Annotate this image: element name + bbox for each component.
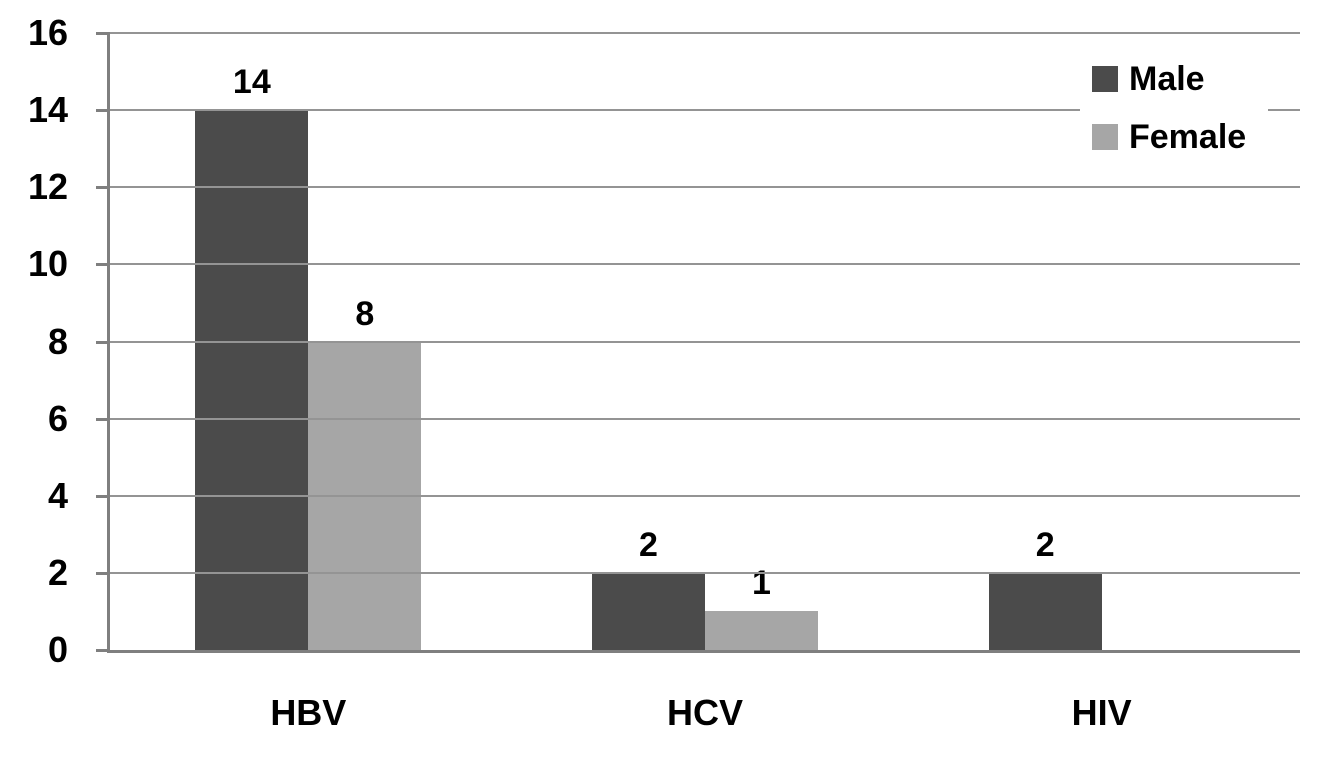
gridline	[110, 186, 1300, 189]
y-tick-label: 8	[47, 320, 68, 362]
legend-label-male: Male	[1129, 60, 1205, 98]
y-tick-mark	[96, 649, 110, 652]
legend-label-female: Female	[1129, 118, 1247, 156]
y-tick-label: 10	[27, 243, 68, 285]
x-category-label-hiv: HIV	[1071, 692, 1132, 733]
gridline	[110, 263, 1300, 266]
y-tick-label: 14	[27, 89, 68, 131]
y-tick-label: 6	[47, 397, 68, 439]
legend: Male Female	[1080, 44, 1268, 172]
y-tick-label: 12	[27, 166, 68, 208]
y-tick-mark	[96, 571, 110, 575]
bar-male-hiv	[988, 572, 1102, 650]
y-tick-mark	[96, 186, 110, 190]
gridline	[110, 109, 1300, 112]
gridline	[110, 417, 1300, 420]
y-tick-label: 16	[27, 12, 68, 53]
y-tick-mark	[96, 340, 110, 344]
gridline	[110, 494, 1300, 497]
x-category-label-hcv: HCV	[666, 692, 743, 733]
bar-value-label: 14	[232, 63, 271, 102]
bar-value-label: 2	[639, 525, 658, 564]
bar-male-hcv	[592, 572, 705, 650]
gridline	[110, 32, 1300, 34]
gridline	[110, 340, 1300, 343]
y-tick-mark	[96, 494, 110, 498]
y-tick-label: 2	[47, 551, 68, 593]
bar-value-label: 1	[752, 564, 771, 603]
x-axis-line	[107, 650, 1300, 653]
bar-female-hcv	[705, 611, 818, 650]
legend-item-female: Female	[1080, 108, 1268, 166]
y-tick-mark	[96, 263, 110, 267]
male-series-swatch-icon	[1092, 66, 1118, 92]
y-tick-label: 0	[47, 629, 68, 670]
y-tick-mark	[96, 32, 110, 35]
x-category-label-hbv: HBV	[270, 692, 347, 733]
bar-male-hbv	[195, 110, 309, 650]
gridline	[110, 571, 1300, 574]
legend-item-male: Male	[1080, 50, 1268, 108]
y-tick-label: 4	[47, 474, 68, 516]
y-tick-mark	[96, 417, 110, 421]
bar-value-label: 2	[1035, 525, 1055, 564]
y-tick-mark	[96, 109, 110, 113]
female-series-swatch-icon	[1092, 124, 1118, 150]
bar-value-label: 8	[355, 294, 375, 333]
